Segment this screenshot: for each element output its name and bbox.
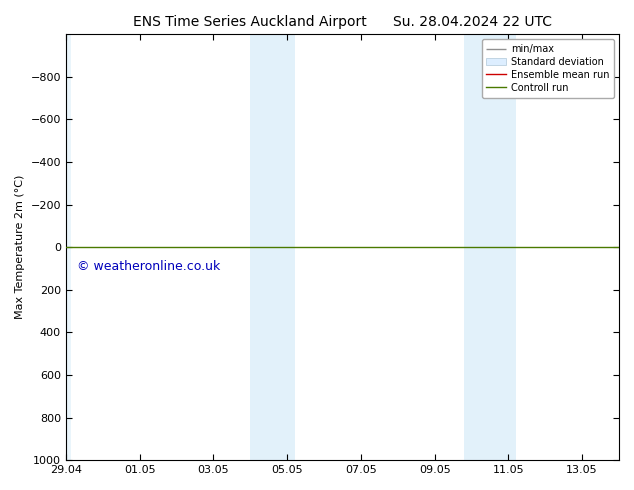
Bar [250,34,295,460]
Bar [464,34,515,460]
Title: ENS Time Series Auckland Airport      Su. 28.04.2024 22 UTC: ENS Time Series Auckland Airport Su. 28.… [133,15,552,29]
Text: © weatheronline.co.uk: © weatheronline.co.uk [77,260,220,273]
Legend: min/max, Standard deviation, Ensemble mean run, Controll run: min/max, Standard deviation, Ensemble me… [482,39,614,98]
Bar [66,34,72,460]
Y-axis label: Max Temperature 2m (°C): Max Temperature 2m (°C) [15,175,25,319]
